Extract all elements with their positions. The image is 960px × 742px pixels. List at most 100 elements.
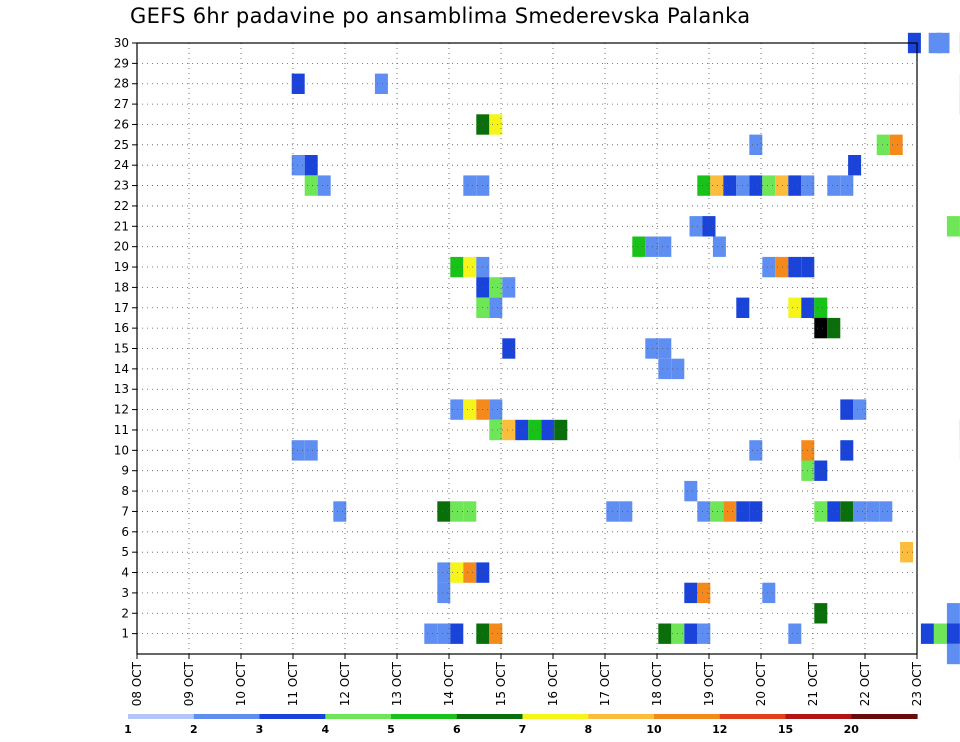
data-cell: [788, 297, 802, 318]
color-scale-label: 7: [519, 723, 527, 736]
color-scale-label: 3: [256, 723, 264, 736]
data-cell: [645, 236, 659, 257]
color-scale-label: 1: [124, 723, 132, 736]
data-cell: [291, 155, 305, 176]
color-scale-segment: [719, 714, 787, 719]
y-tick-label: 9: [121, 464, 129, 478]
data-cell: [374, 73, 388, 94]
y-tick-label: 8: [121, 484, 129, 498]
data-cell: [775, 256, 789, 278]
color-scale-segment: [456, 714, 524, 719]
data-cell: [749, 440, 763, 461]
y-tick-label: 24: [114, 158, 129, 172]
data-cell: [502, 419, 516, 441]
y-tick-label: 11: [114, 423, 129, 437]
color-scale-label: 8: [584, 723, 592, 736]
data-cell: [853, 399, 867, 420]
data-cell: [788, 256, 802, 278]
data-cell: [304, 440, 318, 461]
y-tick-label: 6: [121, 525, 129, 539]
y-tick-label: 13: [114, 382, 129, 396]
data-cell: [689, 216, 703, 237]
data-cell: [936, 32, 950, 54]
color-scale-bar: 1 2 3 4 5 6 7 8 10 12 15 20: [124, 714, 918, 736]
data-cell: [619, 501, 633, 522]
y-tick-label: 1: [121, 627, 129, 641]
x-tick-label: 21 OCT: [806, 661, 820, 706]
x-tick-label: 12 OCT: [338, 661, 352, 706]
data-cell: [840, 501, 854, 522]
data-cell: [933, 623, 947, 644]
data-cell: [946, 643, 960, 665]
data-cell: [463, 501, 477, 522]
data-cell: [920, 623, 934, 644]
color-scale-segment: [325, 714, 392, 719]
data-cell: [502, 277, 516, 298]
color-scale-label: 5: [387, 723, 395, 736]
data-cell: [879, 501, 893, 522]
data-cell: [697, 175, 711, 196]
data-cell: [684, 480, 698, 502]
data-cell: [775, 175, 789, 196]
data-cell: [304, 175, 318, 196]
data-cell: [712, 236, 726, 257]
data-cell: [437, 562, 451, 583]
color-scale-label: 10: [646, 723, 662, 736]
data-cell: [489, 623, 503, 644]
data-cell: [762, 175, 776, 196]
data-cell: [450, 623, 464, 644]
data-cell: [450, 562, 464, 583]
data-cell: [840, 440, 854, 461]
y-tick-label: 17: [114, 301, 129, 315]
data-cell: [658, 236, 672, 257]
axes: 1234567891011121314151617181920212223242…: [114, 36, 924, 706]
color-scale-label: 15: [778, 723, 793, 736]
data-cell: [840, 175, 854, 196]
color-scale-label: 6: [453, 723, 461, 736]
data-cell: [697, 501, 711, 522]
data-cell: [489, 399, 503, 420]
data-cell: [827, 501, 841, 522]
data-cell: [515, 419, 529, 441]
data-cell: [502, 338, 516, 359]
x-tick-label: 16 OCT: [546, 661, 560, 706]
data-cell: [317, 175, 331, 196]
y-tick-label: 23: [114, 179, 129, 193]
data-cell: [723, 501, 737, 522]
data-cell: [489, 297, 503, 318]
y-tick-label: 26: [114, 117, 129, 131]
data-cell: [702, 216, 716, 237]
y-tick-label: 14: [114, 362, 129, 376]
data-cell: [658, 338, 672, 359]
color-scale-segment: [785, 714, 852, 719]
data-cell: [437, 501, 451, 522]
y-tick-label: 29: [114, 56, 129, 70]
data-cell: [333, 501, 347, 522]
y-tick-label: 2: [121, 606, 129, 620]
y-tick-label: 15: [114, 342, 129, 356]
x-tick-label: 11 OCT: [286, 661, 300, 706]
data-cell: [814, 603, 828, 624]
x-tick-label: 22 OCT: [858, 661, 872, 706]
x-tick-label: 14 OCT: [442, 661, 456, 706]
y-tick-label: 27: [114, 97, 129, 111]
data-cell: [814, 297, 828, 318]
x-tick-label: 18 OCT: [650, 661, 664, 706]
data-cell: [424, 623, 438, 644]
y-tick-label: 5: [121, 545, 129, 559]
data-cell: [788, 623, 802, 644]
color-scale-segment: [654, 714, 721, 719]
x-tick-label: 10 OCT: [234, 661, 248, 706]
y-tick-label: 25: [114, 138, 129, 152]
color-scale-label: 2: [190, 723, 198, 736]
data-cell: [437, 623, 451, 644]
data-cell: [749, 501, 763, 522]
color-scale-segment: [851, 714, 918, 719]
y-tick-label: 28: [114, 77, 129, 91]
data-cell: [900, 542, 914, 563]
data-cell: [814, 317, 828, 339]
data-cell: [749, 134, 763, 155]
x-tick-label: 17 OCT: [598, 661, 612, 706]
data-cell: [645, 338, 659, 359]
